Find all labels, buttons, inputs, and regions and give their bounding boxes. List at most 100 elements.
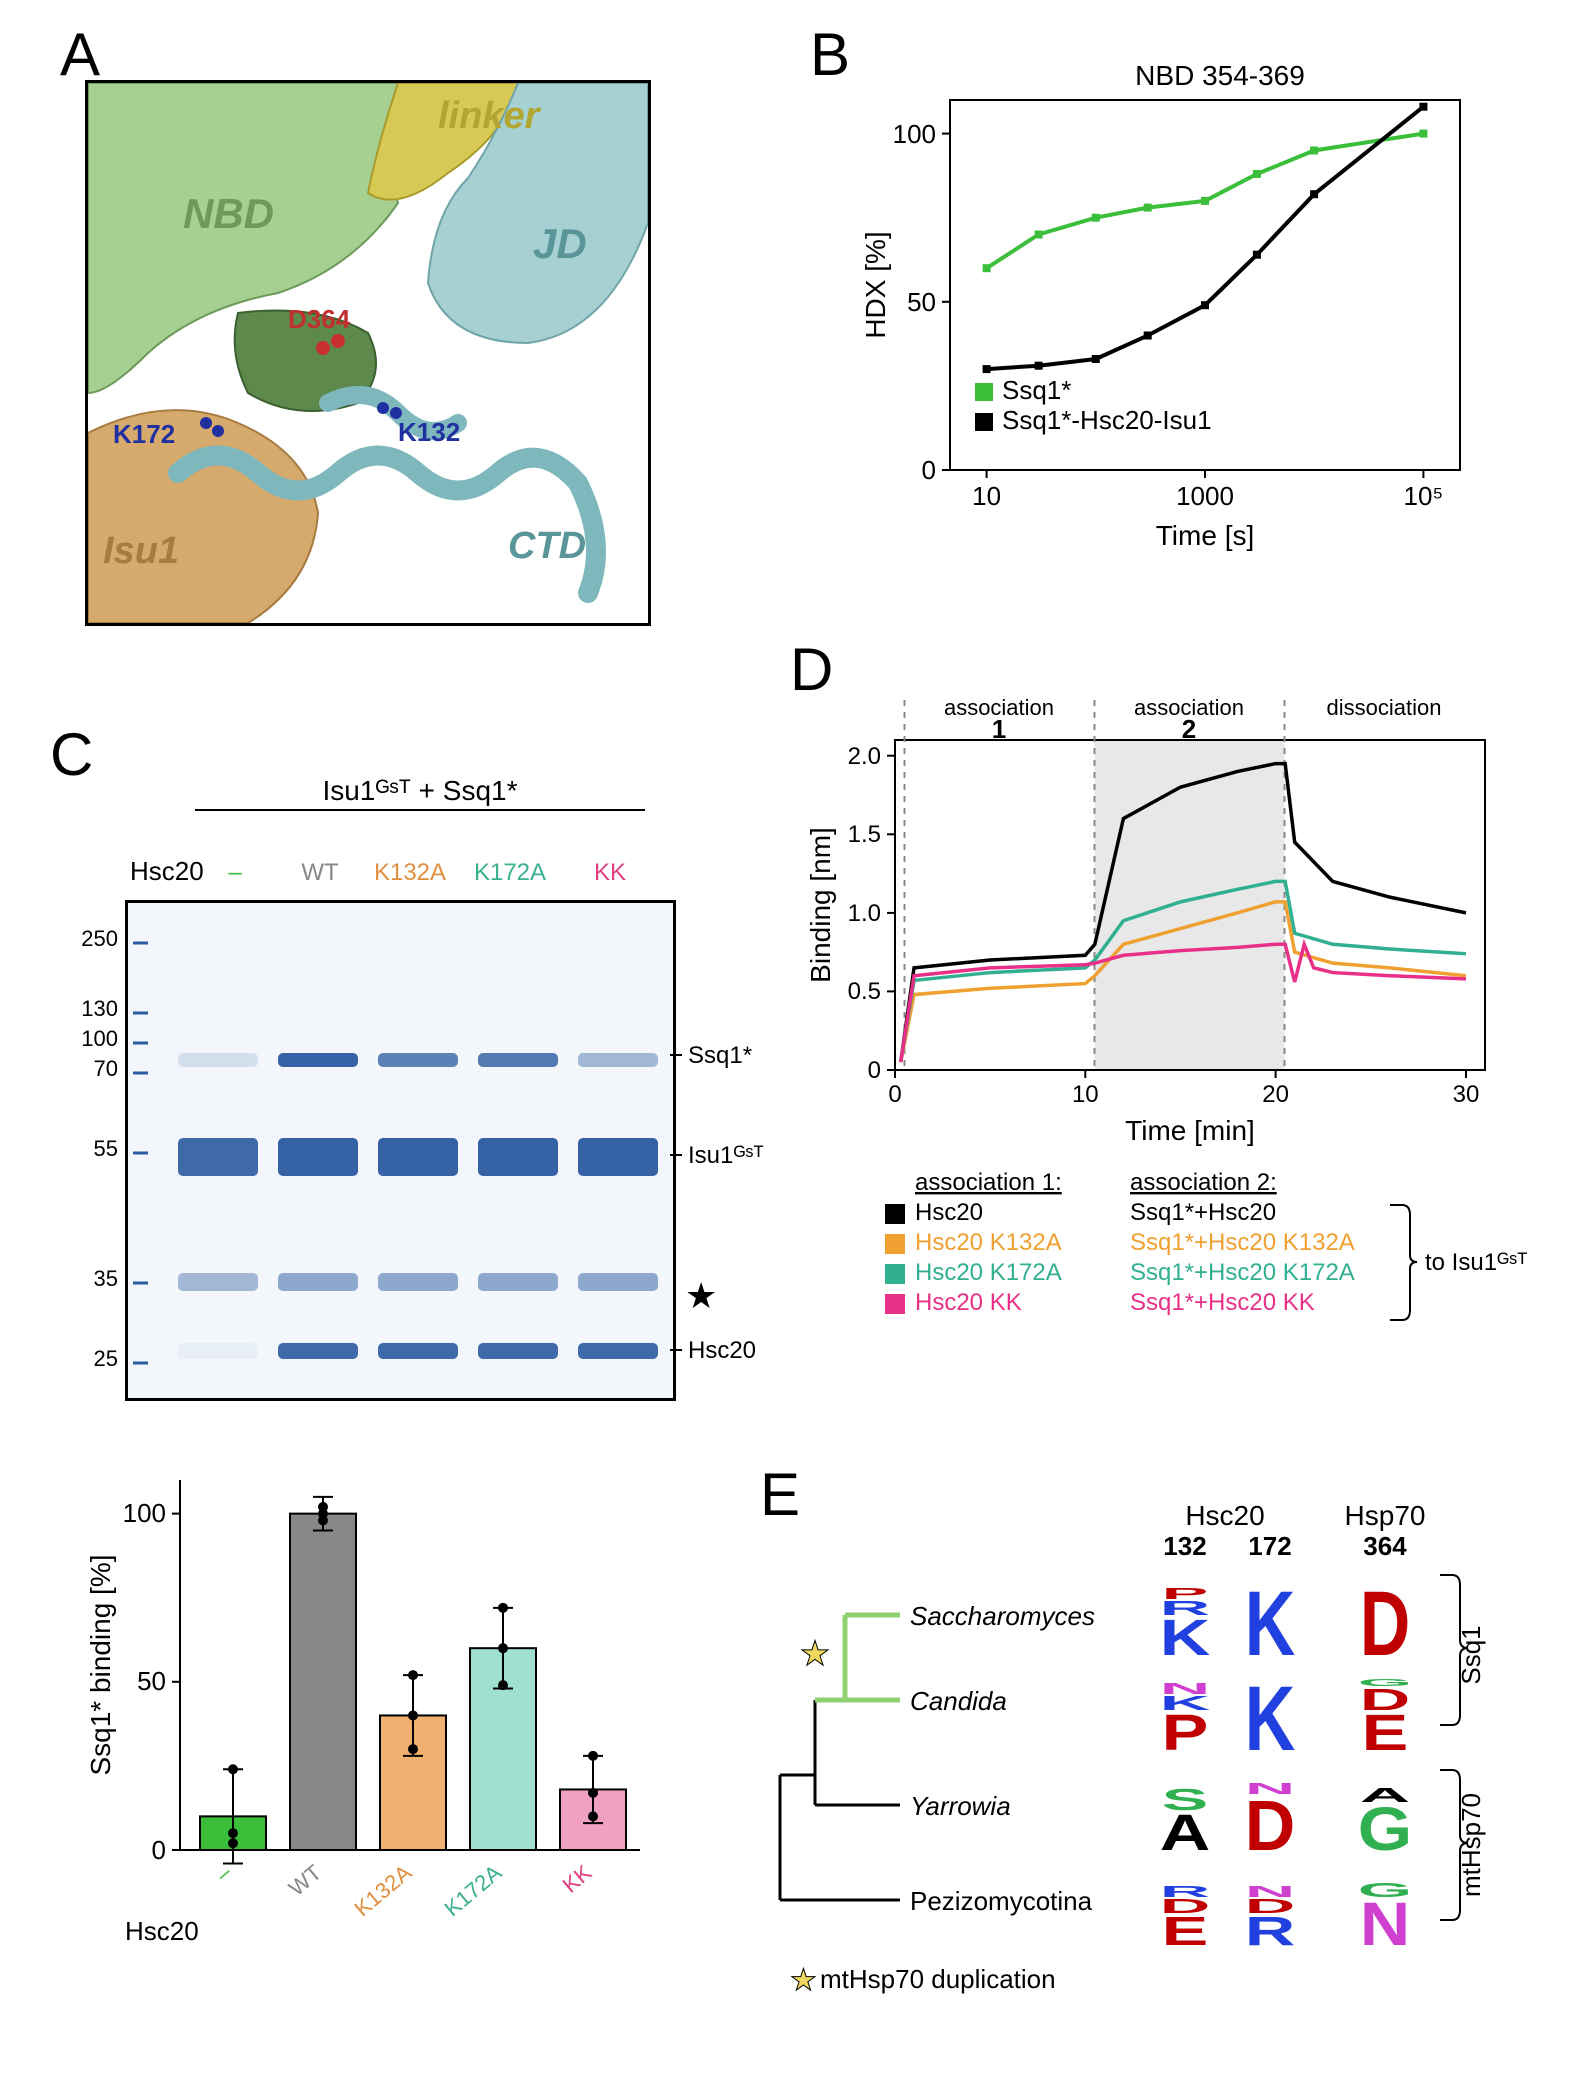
svg-text:Ssq1*-Hsc20-Isu1: Ssq1*-Hsc20-Isu1 (1002, 405, 1212, 435)
svg-text:172: 172 (1248, 1531, 1291, 1561)
svg-text:1.5: 1.5 (848, 821, 881, 848)
bli-chart: association 1 association 2 dissociation… (800, 680, 1540, 1160)
k132-label: K132 (398, 417, 460, 447)
bar-category-label: KK (558, 1859, 597, 1897)
legend-item: Ssq1*+Hsc20 KK (1130, 1289, 1315, 1316)
svg-text:mtHsp70: mtHsp70 (1456, 1793, 1486, 1897)
logo-letter: N (1245, 1780, 1296, 1797)
y-ticks: 0 50 100 (893, 119, 950, 485)
phylo-svg: Hsc20 Hsp70 132 172 364 ★ (760, 1490, 1540, 2010)
panel-e: Hsc20 Hsp70 132 172 364 ★ (760, 1490, 1540, 2010)
jd-label: JD (533, 220, 587, 267)
svg-text:Binding [nm]: Binding [nm] (805, 827, 836, 983)
gel-image (125, 900, 676, 1401)
x-label: Time [s] (1156, 520, 1255, 551)
mw-marker: 100 (81, 1026, 118, 1051)
gel-band (478, 1138, 558, 1176)
lane-label: K172A (474, 859, 546, 886)
gel-band (578, 1273, 658, 1291)
ctd-label: CTD (508, 525, 586, 567)
panel-b-label: B (810, 20, 850, 89)
scatter-point (498, 1680, 508, 1690)
gel-band (478, 1053, 558, 1067)
star-icon: ★ (685, 1275, 717, 1316)
taxon-pezi: Pezizomycotina (910, 1886, 1093, 1916)
bar-category-label: WT (284, 1860, 326, 1901)
logo-letter: R (1160, 1883, 1211, 1900)
markers-ssq1 (983, 130, 1428, 273)
svg-text:100: 100 (123, 1498, 166, 1528)
scatter-point (228, 1828, 238, 1838)
k172-label: K172 (113, 419, 175, 449)
gel-band (478, 1273, 558, 1291)
y-label: HDX [%] (860, 231, 891, 338)
svg-text:30: 30 (1453, 1081, 1480, 1108)
svg-text:1.0: 1.0 (848, 900, 881, 927)
svg-text:10: 10 (972, 481, 1001, 511)
bar-category-label: K132A (350, 1859, 417, 1921)
svg-text:Ssq1* binding [%]: Ssq1* binding [%] (85, 1554, 116, 1775)
scatter-point (228, 1764, 238, 1774)
panel-c: Isu1ᴳˢᵀ + Ssq1* Hsc20 –WTK132AK172AKK 25… (70, 770, 710, 1980)
svg-text:2.0: 2.0 (848, 743, 881, 770)
gel-band (578, 1053, 658, 1067)
svg-text:132: 132 (1163, 1531, 1206, 1561)
scatter-point (498, 1603, 508, 1613)
svg-text:0: 0 (868, 1057, 881, 1084)
panel-d: association 1 association 2 dissociation… (800, 680, 1540, 1400)
lane-label: – (228, 859, 242, 886)
bli-legend: association 1: association 2: Hsc20 Ssq1*… (800, 1160, 1540, 1380)
svg-text:0.5: 0.5 (848, 978, 881, 1005)
legend: Ssq1* Ssq1*-Hsc20-Isu1 (975, 375, 1212, 435)
logo-letter: N (1245, 1883, 1296, 1900)
svg-text:2: 2 (1182, 714, 1196, 744)
gel-band (178, 1273, 258, 1291)
bar-category-label: K172A (440, 1859, 507, 1921)
mw-marker: 25 (94, 1346, 118, 1371)
gel-band (378, 1273, 458, 1291)
duplication-label: mtHsp70 duplication (820, 1964, 1056, 1994)
gel-header: Isu1ᴳˢᵀ + Ssq1* Hsc20 –WTK132AK172AKK (70, 770, 710, 900)
gel-band (278, 1343, 358, 1359)
svg-text:Hsp70: Hsp70 (1345, 1500, 1426, 1531)
chart-title: NBD 354-369 (1135, 60, 1305, 91)
svg-text:association 2:: association 2: (1130, 1169, 1277, 1196)
svg-text:20: 20 (1262, 1081, 1289, 1108)
svg-text:Hsc20: Hsc20 (688, 1337, 756, 1364)
svg-text:Ssq1*: Ssq1* (1002, 375, 1071, 405)
scatter-point (588, 1788, 598, 1798)
scatter-point (588, 1811, 598, 1821)
svg-text:to Isu1ᴳˢᵀ: to Isu1ᴳˢᵀ (1425, 1249, 1528, 1276)
legend-star-icon: ★ (790, 1964, 817, 1997)
lane-label: KK (594, 859, 626, 886)
scatter-point (408, 1710, 418, 1720)
logo-letter: S (1162, 1783, 1209, 1817)
gel-band (278, 1138, 358, 1176)
isu1-label: Isu1 (103, 530, 179, 572)
svg-text:dissociation: dissociation (1327, 695, 1442, 720)
gel-band (578, 1138, 658, 1176)
lane-label: K132A (374, 859, 446, 886)
legend-item: Hsc20 (915, 1199, 983, 1226)
linker-label: linker (438, 95, 542, 137)
legend-item: Ssq1*+Hsc20 K172A (1130, 1259, 1355, 1286)
structure-svg: NBD linker JD CTD Isu1 D364 K132 K172 (88, 83, 648, 623)
svg-text:1: 1 (992, 714, 1006, 744)
gel-band (378, 1138, 458, 1176)
svg-text:association 1:: association 1: (915, 1169, 1062, 1196)
scatter-point (408, 1670, 418, 1680)
gel-band (178, 1343, 258, 1359)
panel-b-chart: NBD 354-369 0 50 100 10 1000 10⁵ Time [s… (850, 50, 1510, 570)
duplication-star-icon: ★ (800, 1635, 830, 1673)
svg-text:Hsc20: Hsc20 (1185, 1500, 1264, 1531)
mw-markers: 25013010070553525 (70, 900, 125, 1395)
panel-a-structure: NBD linker JD CTD Isu1 D364 K132 K172 (85, 80, 651, 626)
svg-text:0: 0 (152, 1835, 166, 1865)
legend-item: Hsc20 K132A (915, 1229, 1062, 1256)
scatter-point (588, 1751, 598, 1761)
scatter-point (318, 1502, 328, 1512)
figure-container: A (20, 20, 1556, 2080)
gel-band (378, 1343, 458, 1359)
svg-text:Time [min]: Time [min] (1125, 1115, 1255, 1146)
mw-marker: 70 (94, 1056, 118, 1081)
